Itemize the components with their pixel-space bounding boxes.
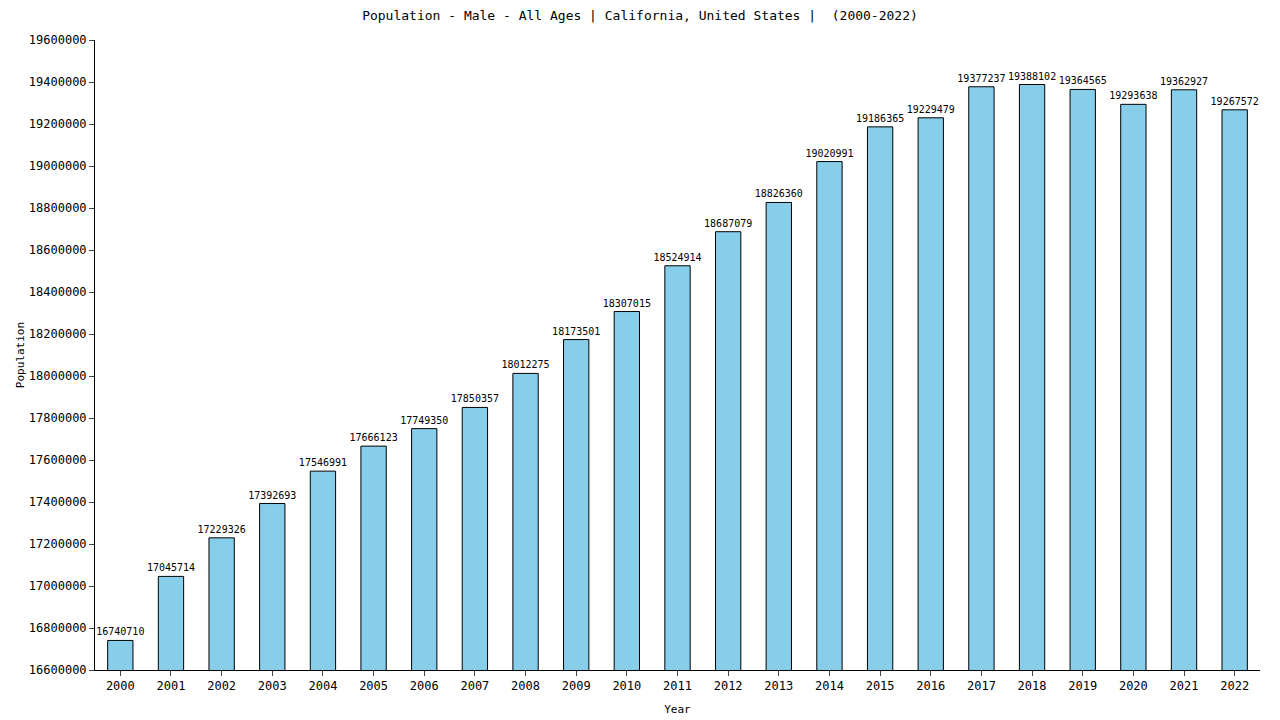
svg-text:2000: 2000 bbox=[106, 679, 135, 693]
svg-text:19020991: 19020991 bbox=[805, 148, 853, 159]
svg-text:17850357: 17850357 bbox=[451, 393, 499, 404]
svg-text:19293638: 19293638 bbox=[1109, 90, 1157, 101]
svg-text:2017: 2017 bbox=[967, 679, 996, 693]
svg-text:19267572: 19267572 bbox=[1211, 96, 1259, 107]
svg-text:18173501: 18173501 bbox=[552, 326, 600, 337]
svg-text:18524914: 18524914 bbox=[653, 252, 701, 263]
svg-text:17392693: 17392693 bbox=[248, 490, 296, 501]
svg-text:Population - Male - All Ages |: Population - Male - All Ages | Californi… bbox=[362, 8, 918, 23]
svg-text:2009: 2009 bbox=[562, 679, 591, 693]
svg-text:17400000: 17400000 bbox=[29, 495, 87, 509]
svg-text:19377237: 19377237 bbox=[957, 73, 1005, 84]
svg-text:2016: 2016 bbox=[916, 679, 945, 693]
svg-text:2002: 2002 bbox=[207, 679, 236, 693]
svg-text:2003: 2003 bbox=[258, 679, 287, 693]
svg-text:Population: Population bbox=[14, 322, 27, 388]
svg-text:16800000: 16800000 bbox=[29, 621, 87, 635]
svg-text:2019: 2019 bbox=[1068, 679, 1097, 693]
svg-text:2010: 2010 bbox=[612, 679, 641, 693]
svg-text:18826360: 18826360 bbox=[755, 188, 803, 199]
svg-text:18200000: 18200000 bbox=[29, 327, 87, 341]
svg-text:17800000: 17800000 bbox=[29, 411, 87, 425]
svg-text:17749350: 17749350 bbox=[400, 415, 448, 426]
svg-text:2005: 2005 bbox=[359, 679, 388, 693]
svg-text:2015: 2015 bbox=[866, 679, 895, 693]
svg-text:2006: 2006 bbox=[410, 679, 439, 693]
svg-text:19400000: 19400000 bbox=[29, 75, 87, 89]
svg-text:16740710: 16740710 bbox=[96, 626, 144, 637]
svg-text:19388102: 19388102 bbox=[1008, 71, 1056, 82]
svg-text:16600000: 16600000 bbox=[29, 663, 87, 677]
svg-text:19186365: 19186365 bbox=[856, 113, 904, 124]
svg-text:2012: 2012 bbox=[714, 679, 743, 693]
svg-text:2014: 2014 bbox=[815, 679, 844, 693]
svg-text:2021: 2021 bbox=[1170, 679, 1199, 693]
svg-text:2004: 2004 bbox=[308, 679, 337, 693]
svg-text:19362927: 19362927 bbox=[1160, 76, 1208, 87]
svg-text:17229326: 17229326 bbox=[198, 524, 246, 535]
svg-text:18687079: 18687079 bbox=[704, 218, 752, 229]
svg-text:17546991: 17546991 bbox=[299, 457, 347, 468]
svg-text:17045714: 17045714 bbox=[147, 562, 195, 573]
svg-text:18600000: 18600000 bbox=[29, 243, 87, 257]
svg-text:2007: 2007 bbox=[460, 679, 489, 693]
svg-text:19200000: 19200000 bbox=[29, 117, 87, 131]
svg-text:17000000: 17000000 bbox=[29, 579, 87, 593]
svg-text:2011: 2011 bbox=[663, 679, 692, 693]
svg-text:2022: 2022 bbox=[1220, 679, 1249, 693]
svg-text:17600000: 17600000 bbox=[29, 453, 87, 467]
svg-text:2020: 2020 bbox=[1119, 679, 1148, 693]
svg-text:18800000: 18800000 bbox=[29, 201, 87, 215]
svg-text:Year: Year bbox=[664, 703, 691, 716]
svg-text:17666123: 17666123 bbox=[349, 432, 397, 443]
svg-text:2001: 2001 bbox=[157, 679, 186, 693]
svg-text:17200000: 17200000 bbox=[29, 537, 87, 551]
svg-text:2018: 2018 bbox=[1018, 679, 1047, 693]
svg-text:18307015: 18307015 bbox=[603, 298, 651, 309]
svg-text:2013: 2013 bbox=[764, 679, 793, 693]
svg-text:19229479: 19229479 bbox=[907, 104, 955, 115]
svg-text:19000000: 19000000 bbox=[29, 159, 87, 173]
svg-text:19600000: 19600000 bbox=[29, 33, 87, 47]
svg-text:19364565: 19364565 bbox=[1059, 75, 1107, 86]
svg-text:18000000: 18000000 bbox=[29, 369, 87, 383]
svg-text:18400000: 18400000 bbox=[29, 285, 87, 299]
svg-text:2008: 2008 bbox=[511, 679, 540, 693]
svg-text:18012275: 18012275 bbox=[501, 359, 549, 370]
